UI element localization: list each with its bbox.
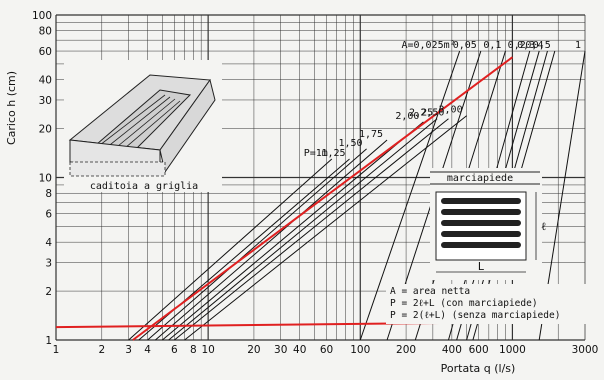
area-curve-label: 0,5 — [533, 40, 551, 51]
red-line — [132, 56, 514, 341]
perimeter-curve-label: 1,50 — [338, 138, 362, 149]
legend-line-3: P = 2(ℓ+L) (senza marciapiede) — [390, 310, 560, 321]
y-tick-label: 3 — [45, 257, 52, 269]
area-curve-label: 0,4 — [525, 40, 543, 51]
perimeter-curve-label: P=1m — [304, 148, 328, 159]
y-tick-label: 1 — [45, 335, 52, 347]
y-tick-label: 30 — [39, 95, 52, 107]
y-tick-label: 40 — [39, 75, 52, 87]
x-tick-label: 200 — [396, 344, 416, 356]
x-axis-label: Portata q (l/s) — [441, 362, 516, 375]
diagram-label-side: ℓ — [541, 220, 546, 233]
x-tick-label: 1000 — [499, 344, 526, 356]
x-tick-label: 2 — [98, 344, 105, 356]
x-tick-label: 600 — [469, 344, 489, 356]
area-curve — [359, 50, 461, 341]
grate-inlet-illustration: caditoia a griglia — [64, 60, 222, 192]
area-curve-label: A=0,025m² — [401, 40, 455, 51]
x-tick-label: 8 — [190, 344, 197, 356]
perimeter-curve-label: 2,00 — [395, 111, 419, 122]
y-tick-label: 6 — [45, 209, 52, 221]
x-tick-label: 3000 — [572, 344, 599, 356]
perimeter-curve — [155, 139, 388, 341]
area-curve-label: 0,05 — [453, 40, 477, 51]
perimeter-curves — [128, 115, 467, 341]
grate-diagram: marciapiede ℓ L — [430, 168, 546, 280]
area-curve-label: 0,3 — [517, 40, 535, 51]
y-axis-label: Carico h (cm) — [5, 71, 18, 145]
perimeter-curve-label: 2,50 — [420, 108, 444, 119]
diagram-label-top: marciapiede — [447, 173, 513, 184]
area-curve-label: 1 — [575, 40, 581, 51]
diagram-label-bottom: L — [478, 260, 485, 273]
illustration-caption: caditoia a griglia — [90, 181, 198, 192]
y-tick-label: 80 — [39, 26, 52, 38]
y-tick-label: 4 — [45, 237, 52, 249]
area-curve-label: 0,2 — [508, 40, 526, 51]
perimeter-curve — [184, 115, 467, 341]
legend-line-1: A = area netta — [390, 286, 470, 297]
x-tick-label: 1 — [53, 344, 60, 356]
y-tick-label: 100 — [32, 10, 52, 22]
perimeter-curve-label: 1,25 — [321, 148, 345, 159]
x-tick-label: 30 — [274, 344, 287, 356]
perimeter-curve-label: 2,25 — [409, 108, 433, 119]
perimeter-curve — [174, 118, 449, 341]
y-tick-label: 20 — [39, 124, 52, 136]
x-tick-label: 60 — [320, 344, 333, 356]
x-tick-label: 3 — [125, 344, 132, 356]
legend: A = area netta P = 2ℓ+L (con marciapiede… — [386, 284, 586, 324]
x-tick-label: 6 — [171, 344, 178, 356]
y-tick-label: 60 — [39, 46, 52, 58]
x-tick-label: 100 — [350, 344, 370, 356]
perimeter-curve-label: 3,00 — [439, 105, 463, 116]
perimeter-curve — [168, 118, 438, 341]
x-tick-label: 400 — [442, 344, 462, 356]
perimeter-curve-label: 1,75 — [359, 129, 383, 140]
legend-line-2: P = 2ℓ+L (con marciapiede) — [390, 298, 538, 309]
perimeter-curve — [128, 158, 333, 341]
area-curve-label: 0,1 — [483, 40, 501, 51]
x-tick-label: 4 — [144, 344, 151, 356]
x-tick-label: 40 — [293, 344, 306, 356]
y-tick-label: 2 — [45, 286, 52, 298]
y-tick-label: 8 — [45, 188, 52, 200]
tick-labels: 1 2 3 4 6 8 10 20 30 40 60 100 200 400 600 1000 30001234… — [32, 10, 598, 356]
x-tick-label: 20 — [247, 344, 260, 356]
y-tick-label: 10 — [39, 173, 52, 185]
x-tick-label: 10 — [201, 344, 214, 356]
perimeter-curve — [147, 148, 367, 341]
perimeter-curve — [162, 121, 424, 341]
